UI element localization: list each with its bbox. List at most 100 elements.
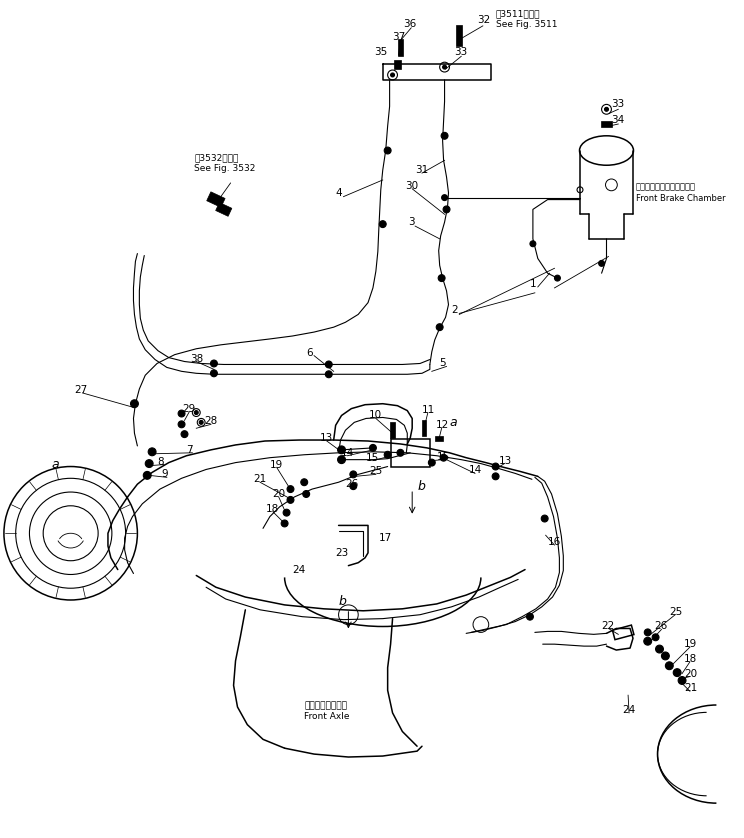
Circle shape <box>655 645 664 653</box>
Text: a: a <box>449 416 457 429</box>
Text: 17: 17 <box>379 533 392 543</box>
Text: See Fig. 3532: See Fig. 3532 <box>194 164 256 173</box>
Circle shape <box>440 454 447 461</box>
Circle shape <box>678 676 686 685</box>
Text: 26: 26 <box>345 479 359 489</box>
Text: Front Brake Chamber: Front Brake Chamber <box>636 194 725 203</box>
Circle shape <box>443 65 446 69</box>
Circle shape <box>436 323 443 331</box>
Bar <box>207 192 225 207</box>
Text: 3: 3 <box>408 217 415 227</box>
Text: 25: 25 <box>670 607 682 617</box>
Circle shape <box>652 634 659 641</box>
Text: 第3511図参照: 第3511図参照 <box>496 9 540 18</box>
Text: 7: 7 <box>187 445 193 455</box>
Text: フロントブレーキチャンバ: フロントブレーキチャンバ <box>636 183 696 192</box>
Text: a: a <box>51 458 59 471</box>
Bar <box>216 203 232 216</box>
Circle shape <box>665 662 673 670</box>
Circle shape <box>287 496 294 504</box>
Text: 6: 6 <box>307 348 312 358</box>
Text: 35: 35 <box>374 48 387 57</box>
Text: 8: 8 <box>157 457 164 467</box>
Text: 38: 38 <box>190 354 204 364</box>
Text: 25: 25 <box>369 467 382 477</box>
Circle shape <box>443 206 450 213</box>
Circle shape <box>145 460 153 468</box>
Text: 33: 33 <box>455 48 468 57</box>
Circle shape <box>181 431 188 437</box>
Circle shape <box>194 411 198 415</box>
Text: 5: 5 <box>440 359 446 369</box>
Circle shape <box>325 371 333 378</box>
Circle shape <box>599 261 605 266</box>
Text: 21: 21 <box>684 683 697 693</box>
Text: 4: 4 <box>336 188 342 198</box>
Circle shape <box>350 483 356 489</box>
Text: b: b <box>417 479 425 493</box>
Text: 10: 10 <box>369 411 382 421</box>
Text: 第3532図参照: 第3532図参照 <box>194 153 239 163</box>
Text: 11: 11 <box>422 405 435 415</box>
Bar <box>434 436 443 441</box>
Circle shape <box>370 444 376 452</box>
Text: 34: 34 <box>612 115 625 125</box>
Circle shape <box>130 400 138 407</box>
Circle shape <box>301 478 308 486</box>
Circle shape <box>178 410 185 417</box>
Bar <box>456 25 462 46</box>
Text: 37: 37 <box>393 32 405 42</box>
Text: 15: 15 <box>366 453 379 463</box>
Text: 9: 9 <box>161 469 167 479</box>
Circle shape <box>644 629 651 636</box>
Text: 24: 24 <box>292 565 306 575</box>
Text: 32: 32 <box>477 15 490 25</box>
Text: See Fig. 3511: See Fig. 3511 <box>496 20 557 28</box>
Text: 2: 2 <box>452 306 458 315</box>
Circle shape <box>199 421 203 424</box>
Bar <box>390 422 395 438</box>
Circle shape <box>527 613 533 620</box>
Text: 13: 13 <box>320 433 333 443</box>
Text: 18: 18 <box>684 654 697 664</box>
Circle shape <box>338 456 345 463</box>
Text: Front Axle: Front Axle <box>304 711 350 721</box>
Text: 26: 26 <box>655 622 668 632</box>
Circle shape <box>325 361 333 368</box>
Circle shape <box>441 132 448 139</box>
Circle shape <box>493 463 499 470</box>
Circle shape <box>397 449 404 456</box>
Circle shape <box>178 421 185 427</box>
Circle shape <box>429 459 435 466</box>
Circle shape <box>605 107 609 111</box>
Text: 14: 14 <box>341 447 354 458</box>
Circle shape <box>148 447 156 456</box>
Text: 20: 20 <box>272 489 285 499</box>
Text: 28: 28 <box>204 416 217 427</box>
Text: 23: 23 <box>336 548 349 558</box>
Text: 19: 19 <box>270 459 283 469</box>
Circle shape <box>303 490 310 498</box>
Text: 21: 21 <box>253 474 266 484</box>
Text: 30: 30 <box>405 181 418 191</box>
Circle shape <box>541 515 548 522</box>
Text: 20: 20 <box>684 669 697 679</box>
Bar <box>391 439 430 467</box>
Text: 24: 24 <box>622 705 635 715</box>
Circle shape <box>350 471 356 478</box>
Circle shape <box>438 275 445 282</box>
Bar <box>600 121 612 127</box>
Circle shape <box>144 472 151 479</box>
Circle shape <box>661 652 670 660</box>
Text: 12: 12 <box>436 421 449 430</box>
Circle shape <box>644 637 652 645</box>
Circle shape <box>338 446 345 453</box>
Circle shape <box>211 370 217 377</box>
Circle shape <box>379 220 386 228</box>
Circle shape <box>391 73 394 77</box>
Bar <box>398 39 403 56</box>
Text: b: b <box>339 596 347 608</box>
Circle shape <box>211 360 217 367</box>
Bar <box>422 421 426 436</box>
Text: 15: 15 <box>437 452 450 462</box>
